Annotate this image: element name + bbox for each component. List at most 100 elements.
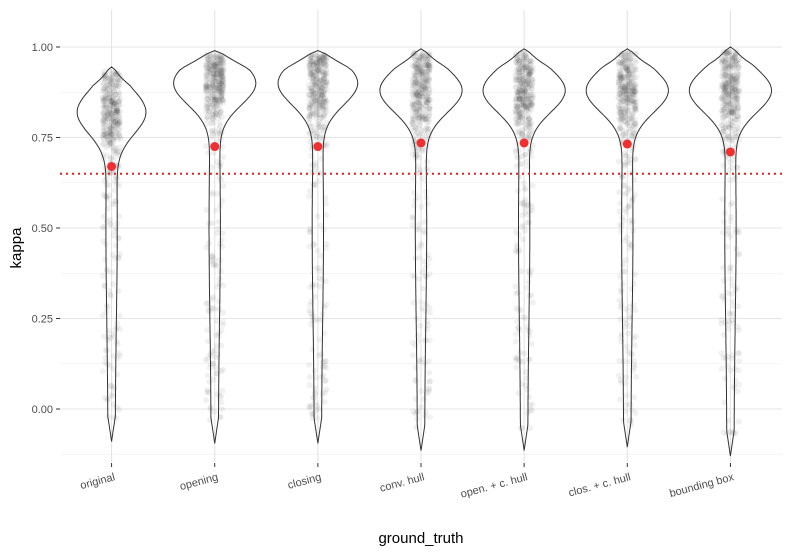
jitter-point [306, 307, 313, 314]
jitter-point [314, 402, 321, 409]
jitter-point [422, 71, 429, 78]
jitter-point [321, 72, 328, 79]
jitter-point [217, 54, 224, 61]
jitter-point [316, 275, 323, 282]
jitter-point [309, 110, 316, 117]
jitter-point [415, 97, 422, 104]
jitter-point [623, 89, 630, 96]
jitter-point [216, 79, 223, 86]
jitter-point [102, 354, 109, 361]
jitter-point [320, 54, 327, 61]
jitter-point [316, 268, 323, 275]
jitter-point [111, 70, 118, 77]
jitter-point [415, 99, 422, 106]
jitter-point [321, 76, 328, 83]
jitter-point [210, 104, 217, 111]
jitter-point [730, 108, 737, 115]
jitter-point [219, 230, 226, 237]
jitter-point [107, 84, 114, 91]
jitter-point [115, 121, 122, 128]
jitter-point [203, 300, 210, 307]
jitter-point [213, 318, 220, 325]
jitter-point [105, 85, 112, 92]
jitter-point [311, 82, 318, 89]
jitter-point [322, 358, 329, 365]
jitter-point [414, 71, 421, 78]
jitter-point [421, 127, 428, 134]
jitter-point [103, 82, 110, 89]
jitter-point [317, 283, 324, 290]
jitter-point [216, 88, 223, 95]
jitter-point [214, 66, 221, 73]
jitter-point [512, 357, 519, 364]
jitter-point [311, 77, 318, 84]
jitter-point [323, 86, 330, 93]
jitter-point [101, 72, 108, 79]
jitter-point [411, 101, 418, 108]
jitter-point [315, 119, 322, 126]
jitter-point [116, 118, 123, 125]
jitter-point [209, 82, 216, 89]
jitter-point [212, 82, 219, 89]
jitter-point [318, 80, 325, 87]
jitter-point [410, 104, 417, 111]
jitter-point [210, 51, 217, 58]
jitter-point [316, 336, 323, 343]
jitter-point [319, 363, 326, 370]
jitter-point [113, 338, 120, 345]
jitter-point [317, 100, 324, 107]
jitter-point [102, 94, 109, 101]
jitter-point [309, 75, 316, 82]
jitter-point [313, 55, 320, 62]
jitter-point [104, 136, 111, 143]
jitter-point [113, 71, 120, 78]
jitter-point [212, 73, 219, 80]
jitter-point [726, 91, 733, 98]
jitter-point [307, 112, 314, 119]
jitter-point [318, 59, 325, 66]
jitter-point [629, 198, 636, 205]
jitter-point [306, 74, 313, 81]
jitter-point [220, 76, 227, 83]
jitter-point [107, 126, 114, 133]
jitter-point [307, 61, 314, 68]
jitter-point [101, 85, 108, 92]
jitter-point [104, 113, 111, 120]
jitter-point [425, 97, 432, 104]
jitter-point [313, 111, 320, 118]
jitter-point [206, 59, 213, 66]
jitter-point [528, 406, 535, 413]
jitter-point [413, 64, 420, 71]
jitter-point [107, 335, 114, 342]
jitter-point [101, 111, 108, 118]
jitter-point [208, 120, 215, 127]
jitter-point [100, 86, 107, 93]
jitter-point [421, 115, 428, 122]
jitter-point [318, 127, 325, 134]
jitter-point [113, 121, 120, 128]
jitter-point [211, 66, 218, 73]
jitter-point [113, 105, 120, 112]
jitter-point [207, 70, 214, 77]
jitter-point [512, 247, 519, 254]
jitter-point [309, 61, 316, 68]
jitter-point [413, 152, 420, 159]
jitter-point [317, 77, 324, 84]
y-axis-title: kappa [8, 227, 25, 269]
jitter-point [414, 68, 421, 75]
jitter-point [105, 142, 112, 149]
jitter-point [109, 392, 116, 399]
jitter-point [205, 108, 212, 115]
jitter-point [216, 131, 223, 138]
jitter-point [314, 53, 321, 60]
jitter-point [306, 103, 313, 110]
jitter-point [111, 99, 118, 106]
jitter-point [316, 53, 323, 60]
jitter-point [110, 113, 117, 120]
jitter-point [318, 53, 325, 60]
jitter-point [101, 113, 108, 120]
jitter-point [321, 86, 328, 93]
jitter-point [425, 125, 432, 132]
jitter-point [105, 105, 112, 112]
mean-point [313, 142, 323, 152]
